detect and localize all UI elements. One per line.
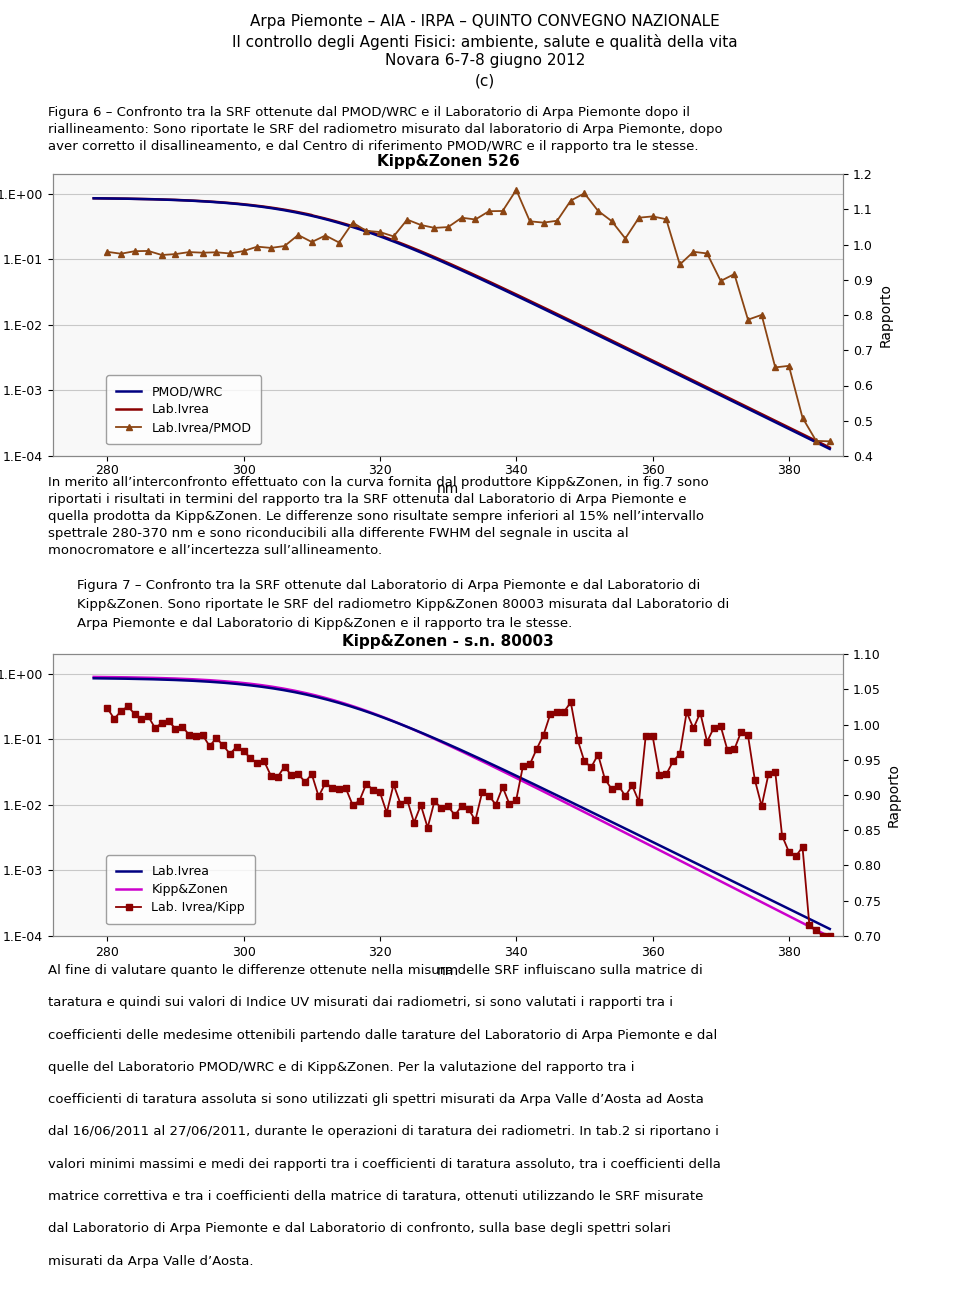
- Title: Kipp&Zonen 526: Kipp&Zonen 526: [376, 154, 519, 168]
- Text: dal 16/06/2011 al 27/06/2011, durante le operazioni di taratura dei radiometri. : dal 16/06/2011 al 27/06/2011, durante le…: [48, 1126, 719, 1138]
- Text: In merito all’interconfronto effettuato con la curva fornita dal produttore Kipp: In merito all’interconfronto effettuato …: [48, 476, 708, 489]
- Text: Figura 7 – Confronto tra la SRF ottenute dal Laboratorio di Arpa Piemonte e dal : Figura 7 – Confronto tra la SRF ottenute…: [77, 579, 700, 593]
- Text: Il controllo degli Agenti Fisici: ambiente, salute e qualità della vita: Il controllo degli Agenti Fisici: ambien…: [232, 34, 737, 50]
- Legend: PMOD/WRC, Lab.Ivrea, Lab.Ivrea/PMOD: PMOD/WRC, Lab.Ivrea, Lab.Ivrea/PMOD: [107, 374, 261, 444]
- Text: valori minimi massimi e medi dei rapporti tra i coefficienti di taratura assolut: valori minimi massimi e medi dei rapport…: [48, 1158, 721, 1171]
- Text: misurati da Arpa Valle d’Aosta.: misurati da Arpa Valle d’Aosta.: [48, 1255, 253, 1268]
- Text: aver corretto il disallineamento, e dal Centro di riferimento PMOD/WRC e il rapp: aver corretto il disallineamento, e dal …: [48, 141, 699, 154]
- Text: matrice correttiva e tra i coefficienti della matrice di taratura, ottenuti util: matrice correttiva e tra i coefficienti …: [48, 1190, 704, 1204]
- Text: Arpa Piemonte e dal Laboratorio di Kipp&Zonen e il rapporto tra le stesse.: Arpa Piemonte e dal Laboratorio di Kipp&…: [77, 618, 572, 631]
- Text: Arpa Piemonte – AIA - IRPA – QUINTO CONVEGNO NAZIONALE: Arpa Piemonte – AIA - IRPA – QUINTO CONV…: [250, 14, 720, 29]
- Text: quella prodotta da Kipp&Zonen. Le differenze sono risultate sempre inferiori al : quella prodotta da Kipp&Zonen. Le differ…: [48, 510, 704, 523]
- Legend: Lab.Ivrea, Kipp&Zonen, Lab. Ivrea/Kipp: Lab.Ivrea, Kipp&Zonen, Lab. Ivrea/Kipp: [107, 855, 255, 924]
- Title: Kipp&Zonen - s.n. 80003: Kipp&Zonen - s.n. 80003: [342, 633, 554, 649]
- Y-axis label: Rapporto: Rapporto: [887, 763, 900, 827]
- Text: coefficienti delle medesime ottenibili partendo dalle tarature del Laboratorio d: coefficienti delle medesime ottenibili p…: [48, 1029, 717, 1042]
- Text: dal Laboratorio di Arpa Piemonte e dal Laboratorio di confronto, sulla base degl: dal Laboratorio di Arpa Piemonte e dal L…: [48, 1222, 671, 1235]
- Text: taratura e quindi sui valori di Indice UV misurati dai radiometri, si sono valut: taratura e quindi sui valori di Indice U…: [48, 996, 673, 1009]
- Text: riallineamento: Sono riportate le SRF del radiometro misurato dal laboratorio di: riallineamento: Sono riportate le SRF de…: [48, 124, 723, 137]
- Text: Kipp&Zonen. Sono riportate le SRF del radiometro Kipp&Zonen 80003 misurata dal L: Kipp&Zonen. Sono riportate le SRF del ra…: [77, 598, 729, 611]
- Text: quelle del Laboratorio PMOD/WRC e di Kipp&Zonen. Per la valutazione del rapporto: quelle del Laboratorio PMOD/WRC e di Kip…: [48, 1060, 635, 1074]
- Text: coefficienti di taratura assoluta si sono utilizzati gli spettri misurati da Arp: coefficienti di taratura assoluta si son…: [48, 1093, 704, 1106]
- Y-axis label: Rapporto: Rapporto: [878, 283, 893, 347]
- Text: Novara 6-7-8 giugno 2012: Novara 6-7-8 giugno 2012: [385, 54, 585, 68]
- X-axis label: nm: nm: [437, 964, 459, 979]
- Text: (c): (c): [474, 74, 495, 88]
- Text: Al fine di valutare quanto le differenze ottenute nella misura delle SRF influis: Al fine di valutare quanto le differenze…: [48, 964, 703, 978]
- Text: spettrale 280-370 nm e sono riconducibili alla differente FWHM del segnale in us: spettrale 280-370 nm e sono riconducibil…: [48, 527, 629, 540]
- Text: riportati i risultati in termini del rapporto tra la SRF ottenuta dal Laboratori: riportati i risultati in termini del rap…: [48, 493, 686, 506]
- Text: monocromatore e all’incertezza sull’allineamento.: monocromatore e all’incertezza sull’alli…: [48, 544, 382, 557]
- Text: Figura 6 – Confronto tra la SRF ottenute dal PMOD/WRC e il Laboratorio di Arpa P: Figura 6 – Confronto tra la SRF ottenute…: [48, 106, 690, 120]
- X-axis label: nm: nm: [437, 482, 459, 497]
